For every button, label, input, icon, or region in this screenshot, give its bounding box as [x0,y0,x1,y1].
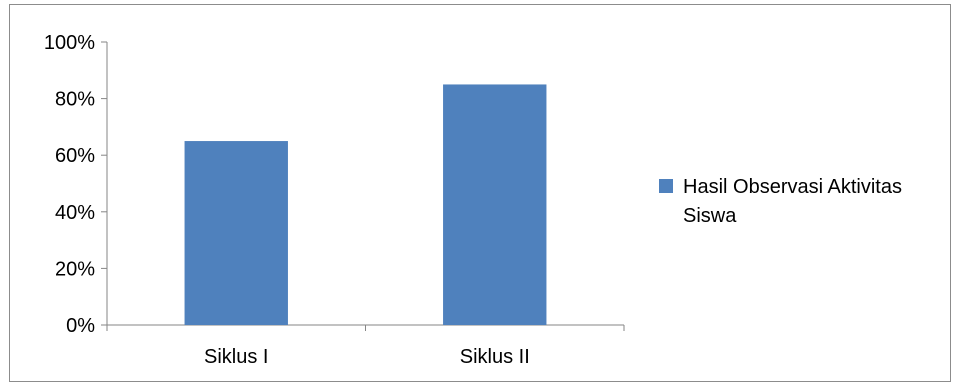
legend-swatch [659,179,673,193]
bars [184,84,547,325]
legend: Hasil Observasi Aktivitas Siswa [659,176,902,227]
y-tick-label: 80% [55,89,95,111]
bar [443,84,547,325]
y-tick-label: 40% [55,202,95,224]
y-tick-label: 60% [55,145,95,167]
bar [184,141,288,325]
y-tick-label: 20% [55,258,95,280]
x-tick-label: Siklus I [204,346,268,368]
legend-label-line-1: Hasil Observasi Aktivitas [683,176,902,198]
x-axis: Siklus I Siklus II [106,324,625,368]
y-axis: 0% 20% 40% 60% 80% 100% [44,32,108,337]
legend-label-line-2: Siswa [683,205,737,227]
y-tick-label: 0% [66,315,95,337]
y-tick-label: 100% [44,32,95,54]
x-tick-label: Siklus II [460,346,530,368]
